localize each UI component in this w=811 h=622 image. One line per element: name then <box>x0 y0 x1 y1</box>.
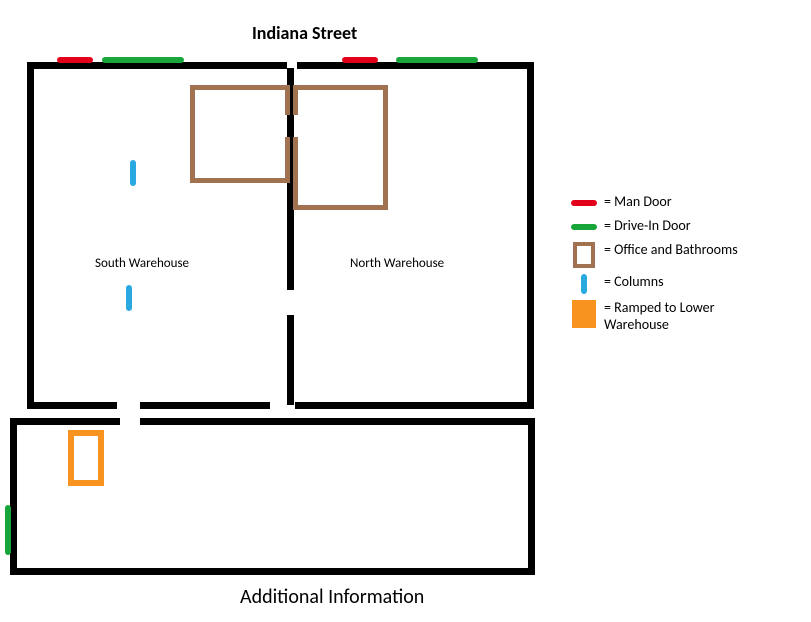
wall-upper_right <box>527 62 534 407</box>
legend-item-man_door: = Man Door <box>570 194 754 212</box>
legend-text-ramp: = Ramped to Lower Warehouse <box>604 300 754 334</box>
man-door-0 <box>57 57 93 63</box>
office-left-left <box>190 85 195 183</box>
column-0 <box>130 160 136 186</box>
drive-in-door-1 <box>396 57 478 63</box>
legend-item-column: = Columns <box>570 274 754 294</box>
wall-lower_top_b <box>140 418 535 425</box>
legend-text-man_door: = Man Door <box>604 194 672 211</box>
wall-upper_bottom_b <box>140 402 270 409</box>
wall-lower_top_a <box>10 418 120 425</box>
ramp <box>68 430 104 486</box>
office-left-top <box>190 85 290 90</box>
office-left-right-a <box>285 85 290 115</box>
wall-lower_left <box>10 418 17 573</box>
wall-upper_left <box>27 62 34 407</box>
legend-swatch-drive_in <box>570 218 598 236</box>
wall-upper_bottom_c <box>295 402 534 409</box>
legend-swatch-column <box>570 274 598 294</box>
legend: = Man Door = Drive-In Door = Office and Ba… <box>570 194 754 340</box>
legend-text-column: = Columns <box>604 274 664 291</box>
legend-swatch-man_door <box>570 194 598 212</box>
drive-in-door-0 <box>102 57 184 63</box>
wall-upper_bottom_a <box>27 402 117 409</box>
wall-upper_top_right <box>297 62 534 69</box>
legend-item-office: = Office and Bathrooms <box>570 242 754 268</box>
drive-in-door-side-0 <box>5 505 11 555</box>
wall-lower_bottom <box>10 568 535 575</box>
legend-swatch-ramp <box>570 300 598 328</box>
man-door-1 <box>342 57 378 63</box>
legend-text-office: = Office and Bathrooms <box>604 242 738 259</box>
wall-center_v_bot <box>287 315 294 405</box>
legend-swatch-office <box>570 242 598 268</box>
floorplan-canvas: Indiana Street South Warehouse North War… <box>0 0 811 622</box>
office-left-bottom <box>190 178 290 183</box>
office-left-right-b <box>285 137 290 183</box>
legend-text-drive_in: = Drive-In Door <box>604 218 691 235</box>
legend-item-drive_in: = Drive-In Door <box>570 218 754 236</box>
south-warehouse-label: South Warehouse <box>95 256 189 271</box>
office-right-top <box>293 85 388 90</box>
office-right-left-b <box>293 137 298 210</box>
legend-item-ramp: = Ramped to Lower Warehouse <box>570 300 754 334</box>
north-warehouse-label: North Warehouse <box>350 256 444 271</box>
office-right-right <box>383 85 388 210</box>
office-right-bottom <box>293 205 388 210</box>
office-right-left-a <box>293 85 298 115</box>
column-1 <box>126 285 132 311</box>
wall-lower_right <box>528 418 535 573</box>
wall-upper_top_left <box>27 62 287 69</box>
footer-text: Additional Information <box>240 585 424 609</box>
page-title: Indiana Street <box>252 22 357 44</box>
